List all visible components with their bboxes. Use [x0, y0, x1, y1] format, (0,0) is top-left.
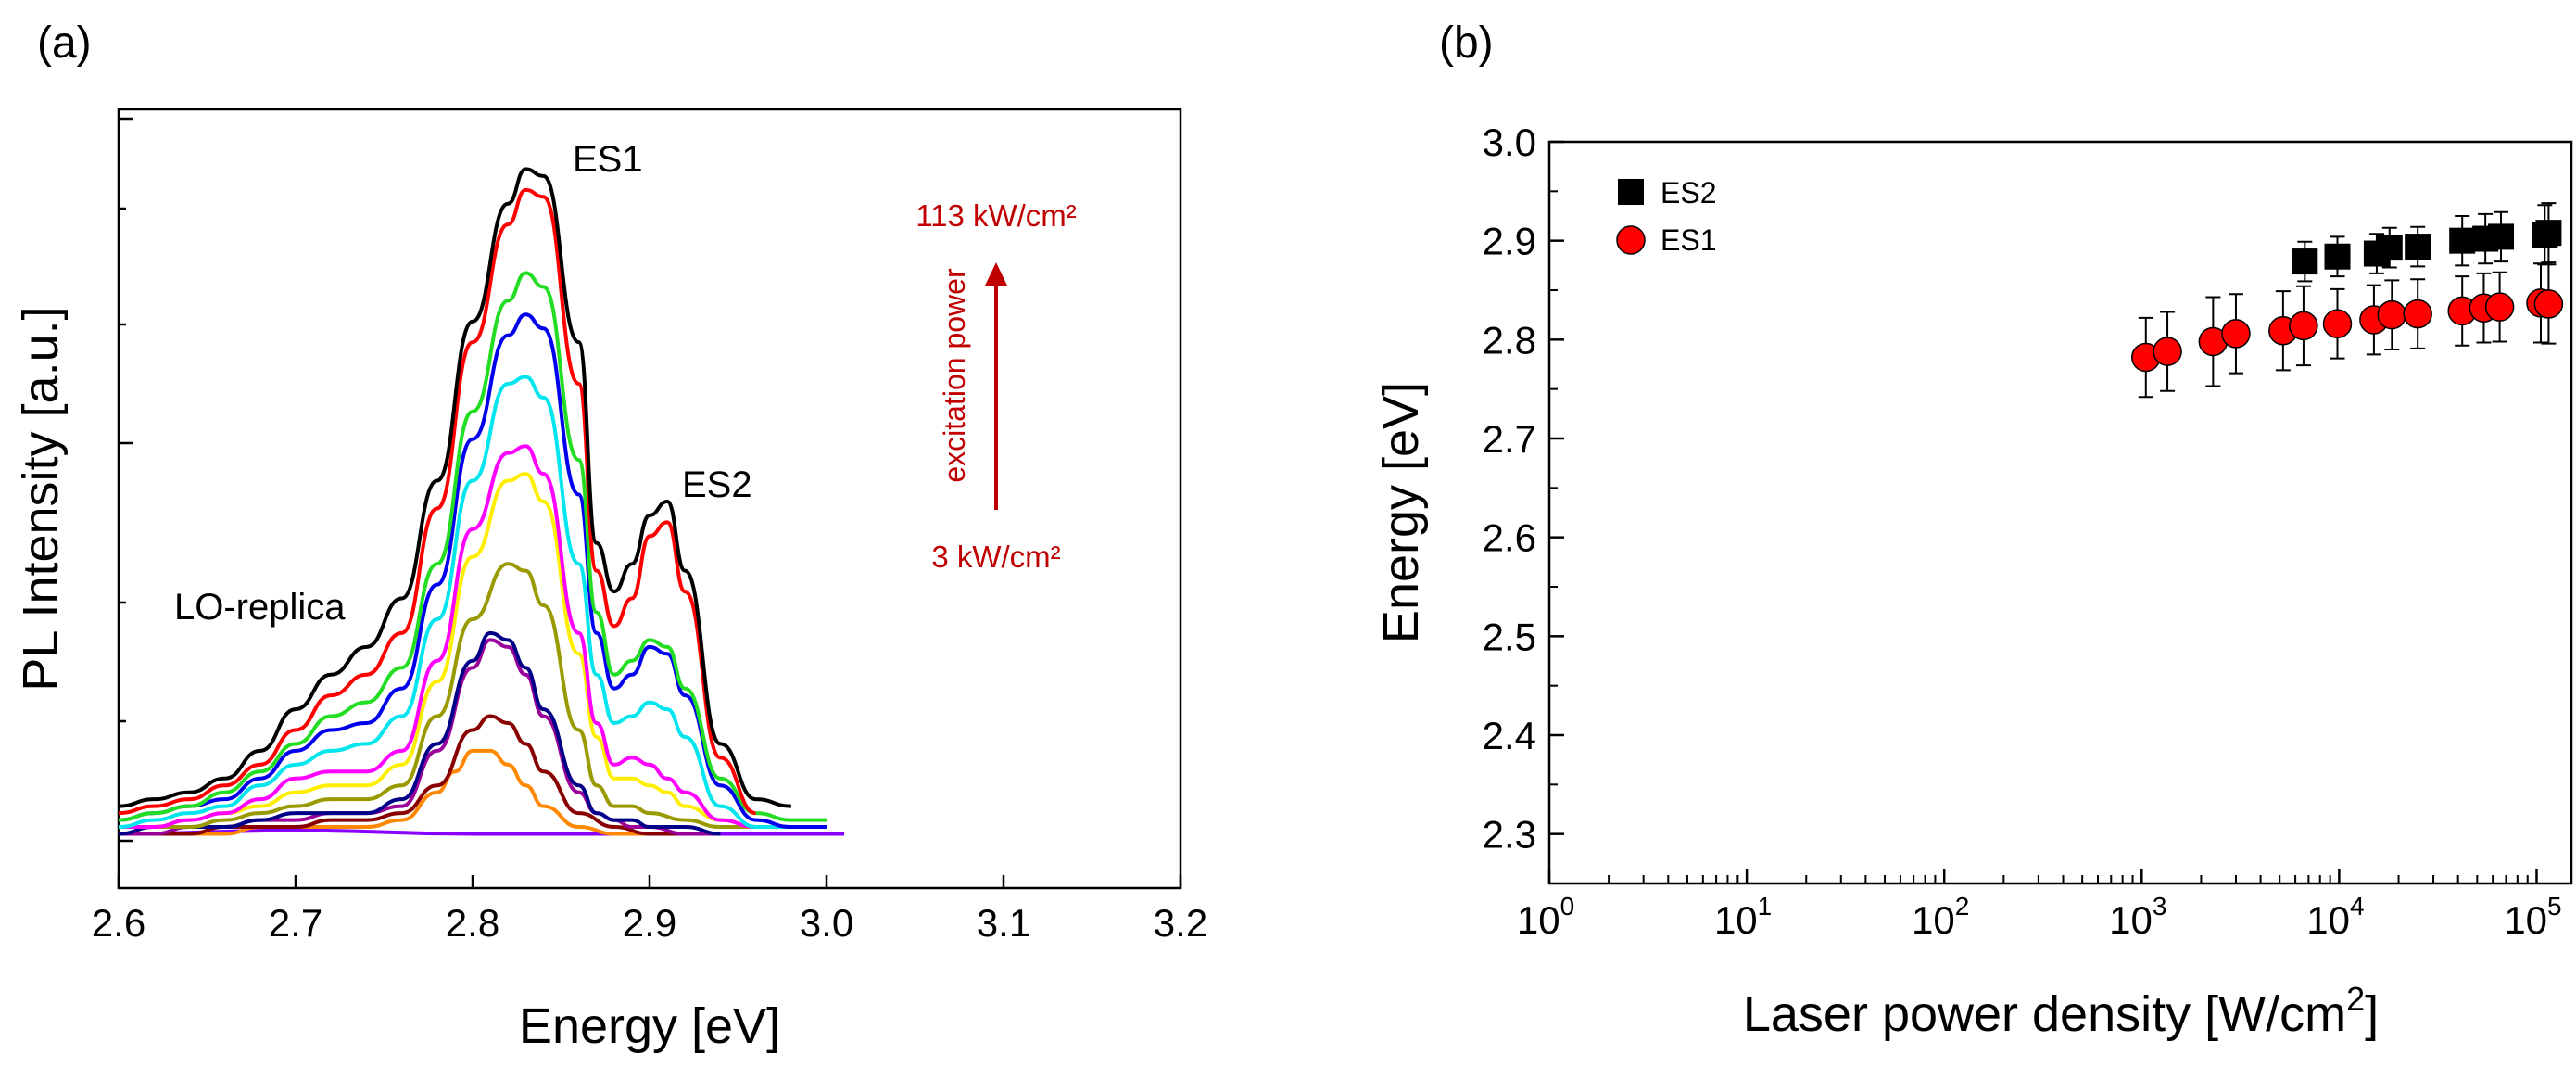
- data-point-es2: [2449, 227, 2476, 254]
- data-point-es1: [2403, 299, 2432, 329]
- annotation-es2: ES2: [682, 464, 752, 505]
- data-point-es2: [2535, 220, 2562, 247]
- panel-b-label: (b): [1439, 19, 1494, 68]
- data-point-es2: [2376, 235, 2403, 261]
- panel-b-x-ticks: 100 101 102 103 104 105: [1517, 869, 2562, 942]
- panel-b-x-tick-label: 100: [1517, 892, 1574, 942]
- data-point-es2: [2324, 243, 2351, 270]
- data-point-es2: [2405, 234, 2431, 260]
- legend-label-es1: ES1: [1661, 223, 1716, 257]
- panel-b-series: [2131, 202, 2564, 399]
- data-point-es1: [2289, 311, 2318, 341]
- pl-spectrum-line: [118, 271, 827, 822]
- data-point-es1: [2221, 319, 2251, 349]
- panel-a-x-tick-label: 3.0: [800, 901, 853, 945]
- annotation-lo-replica: LO-replica: [174, 587, 346, 628]
- annotation-es1: ES1: [573, 139, 643, 180]
- panel-a-series: [118, 167, 845, 836]
- data-point-es2: [2292, 248, 2318, 275]
- panel-b-y-tick-label: 2.6: [1483, 516, 1536, 560]
- panel-b-x-tick-label: 103: [2109, 892, 2166, 942]
- panel-b: (b) 2.32.42.52.62.72.82.93.0 100 101 102 10…: [1373, 19, 2573, 1042]
- panel-b-x-axis-label-close: ]: [2365, 986, 2379, 1042]
- panel-b-y-tick-label: 2.8: [1483, 318, 1536, 362]
- panel-b-y-tick-label: 2.5: [1483, 615, 1536, 658]
- panel-b-x-tick-label: 105: [2504, 892, 2561, 942]
- panel-a-x-tick-label: 3.2: [1154, 901, 1207, 945]
- panel-b-x-axis-label: Laser power density [W/cm2]: [1743, 980, 2379, 1042]
- panel-a-label: (a): [37, 19, 92, 68]
- panel-b-x-tick-label: 102: [1912, 892, 1969, 942]
- pl-spectrum-line: [118, 828, 845, 836]
- pl-spectrum-line: [118, 375, 827, 830]
- legend-marker-es2: [1618, 179, 1644, 205]
- panel-a-x-tick-label: 2.6: [92, 901, 145, 945]
- panel-b-y-tick-label: 2.3: [1483, 813, 1536, 857]
- data-point-es1: [2153, 337, 2182, 366]
- panel-b-x-axis-label-main: Laser power density [W/cm: [1743, 986, 2346, 1042]
- panel-b-legend: ES2 ES1: [1616, 176, 1716, 257]
- panel-a-x-tick-label: 3.1: [977, 901, 1030, 945]
- data-point-es1: [2533, 289, 2564, 319]
- pl-spectrum-line: [119, 562, 756, 830]
- panel-b-x-tick-label: 101: [1714, 892, 1772, 942]
- annotation-power-direction: excitation power: [938, 268, 971, 483]
- panel-b-y-ticks: 2.3 2.4 2.5 2.6 2.7 2.8 2.9 3.0: [1483, 121, 1564, 857]
- panel-a: (a) 2.6 2.7 2.8 2.9 3.0 3.1 3.2 Energy [eV] PL…: [13, 19, 1207, 1054]
- panel-b-plot-frame: [1547, 140, 2573, 885]
- panel-b-y-tick-label: 2.7: [1483, 417, 1536, 461]
- data-point-es2: [2488, 223, 2515, 250]
- panel-b-y-tick-label: 2.4: [1483, 714, 1536, 757]
- data-point-es1: [2322, 309, 2353, 339]
- data-point-es1: [2484, 292, 2515, 322]
- pl-spectrum-line: [119, 444, 791, 830]
- pl-spectrum-line: [119, 748, 721, 836]
- panel-a-y-axis-label: PL Intensity [a.u.]: [13, 306, 69, 691]
- panel-b-x-axis-label-sup: 2: [2346, 980, 2365, 1018]
- panel-a-y-ticks: [119, 117, 133, 843]
- panel-a-x-tick-label: 2.7: [269, 901, 322, 945]
- pl-spectrum-line: [118, 187, 757, 816]
- excitation-power-arrow: [985, 262, 1007, 510]
- panel-b-y-axis-label: Energy [eV]: [1373, 382, 1429, 643]
- annotation-power-high: 113 kW/cm²: [915, 198, 1077, 233]
- data-point-es1: [2377, 299, 2407, 330]
- panel-b-y-tick-label: 2.9: [1483, 220, 1536, 263]
- pl-spectrum-line: [118, 630, 721, 836]
- pl-spectrum-line: [119, 472, 791, 830]
- legend-label-es2: ES2: [1661, 176, 1716, 210]
- panel-a-x-axis-label: Energy [eV]: [519, 998, 780, 1054]
- panel-a-x-tick-label: 2.8: [446, 901, 499, 945]
- pl-spectrum-line: [118, 167, 791, 808]
- panel-b-x-tick-label: 104: [2306, 892, 2364, 942]
- panel-a-x-ticks: 2.6 2.7 2.8 2.9 3.0 3.1 3.2: [92, 875, 1207, 945]
- pl-spectrum-line: [118, 312, 827, 830]
- annotation-power-low: 3 kW/cm²: [931, 540, 1060, 574]
- panel-b-y-tick-label: 3.0: [1483, 121, 1536, 164]
- panel-a-x-tick-label: 2.9: [623, 901, 676, 945]
- legend-marker-es1: [1616, 225, 1646, 255]
